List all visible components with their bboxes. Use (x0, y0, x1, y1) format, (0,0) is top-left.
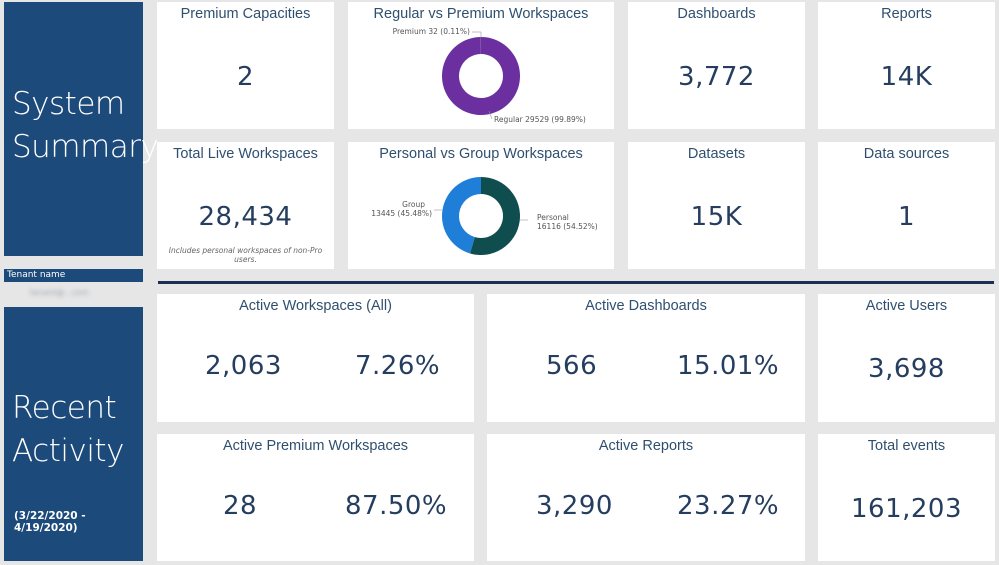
card-title: Premium Capacities (180, 6, 311, 22)
system-summary-title-line2: Summary (12, 129, 159, 165)
kpi-value: 15K (690, 202, 743, 232)
card-title: Personal vs Group Workspaces (379, 146, 583, 162)
kpi-value: 3,698 (868, 354, 945, 384)
recent-activity-title-line1: Recent (12, 390, 117, 426)
active-workspaces-card[interactable]: Active Workspaces (All) 2,063 7.26% (157, 294, 474, 422)
personal-vs-group-card[interactable]: Personal vs Group Workspaces Group 13445… (348, 142, 614, 269)
date-range: (3/22/2020 - 4/19/2020) (14, 510, 86, 534)
donut-slices (442, 37, 521, 115)
card-title: Dashboards (677, 6, 756, 22)
group-slice-label-line1: Group (402, 200, 425, 209)
donut-slice-personal[interactable] (470, 177, 520, 255)
active-premium-workspaces-card[interactable]: Active Premium Workspaces 28 87.50% (157, 434, 474, 561)
kpi-count: 566 (546, 351, 598, 381)
section-divider (158, 281, 994, 284)
tenant-name-value: tenant@...com (30, 288, 89, 297)
personal-slice-label-line2: 16116 (54.52%) (537, 222, 598, 231)
card-title: Data sources (863, 146, 950, 162)
card-title: Active Workspaces (All) (239, 298, 392, 314)
card-title: Total events (867, 438, 946, 454)
premium-slice-label: Premium 32 (0.11%) (393, 27, 470, 36)
reports-card[interactable]: Reports 14K (818, 2, 995, 129)
card-title: Total Live Workspaces (173, 146, 318, 162)
active-dashboards-card[interactable]: Active Dashboards 566 15.01% (487, 294, 805, 422)
kpi-count: 2,063 (205, 351, 282, 381)
donut-slice-group[interactable] (442, 177, 481, 254)
dashboards-card[interactable]: Dashboards 3,772 (628, 2, 805, 129)
total-live-workspaces-card[interactable]: Total Live Workspaces 28,434 Includes pe… (157, 142, 334, 269)
total-events-card[interactable]: Total events 161,203 (818, 434, 995, 561)
kpi-percent: 7.26% (355, 351, 441, 381)
donut-slice-regular[interactable] (442, 37, 521, 115)
tenant-name-label: Tenant name (4, 269, 143, 282)
regular-slice-label: Regular 29529 (99.89%) (494, 115, 586, 124)
kpi-count: 28 (223, 491, 258, 521)
kpi-value: 1 (897, 202, 916, 232)
regular-vs-premium-card[interactable]: Regular vs Premium Workspaces Premium 32… (348, 2, 614, 129)
recent-activity-title-line2: Activity (12, 433, 124, 469)
card-title: Active Dashboards (585, 298, 707, 314)
group-slice-label-line2: 13445 (45.48%) (371, 209, 432, 218)
card-title: Reports (881, 6, 932, 22)
personal-vs-group-donut: Group 13445 (45.48%) Personal 16116 (54.… (371, 177, 598, 255)
personal-slice-label-line1: Personal (537, 213, 569, 222)
kpi-count: 3,290 (536, 491, 613, 521)
kpi-value: 2 (236, 62, 255, 92)
system-summary-panel: System Summary (4, 2, 159, 256)
datasets-card[interactable]: Datasets 15K (628, 142, 805, 269)
recent-activity-panel: Recent Activity (3/22/2020 - 4/19/2020) (4, 307, 143, 561)
kpi-value: 3,772 (678, 62, 755, 92)
footnote: Includes personal workspaces of non-Pro … (168, 246, 323, 264)
premium-capacities-card[interactable]: Premium Capacities 2 (157, 2, 334, 129)
card-title: Regular vs Premium Workspaces (373, 6, 589, 22)
system-summary-title-line1: System (12, 86, 125, 122)
donut-slices (442, 177, 520, 255)
card-title: Active Users (865, 298, 948, 314)
kpi-percent: 15.01% (677, 351, 780, 381)
regular-vs-premium-donut: Premium 32 (0.11%) Regular 29529 (99.89%… (393, 27, 586, 124)
card-title: Active Premium Workspaces (222, 438, 409, 454)
active-reports-card[interactable]: Active Reports 3,290 23.27% (487, 434, 805, 561)
card-title: Active Reports (598, 438, 694, 454)
kpi-percent: 23.27% (677, 491, 780, 521)
card-title: Datasets (687, 146, 746, 162)
kpi-value: 14K (880, 62, 933, 92)
active-users-card[interactable]: Active Users 3,698 (818, 294, 995, 422)
kpi-value: 161,203 (850, 494, 963, 524)
kpi-value: 28,434 (198, 202, 293, 232)
kpi-percent: 87.50% (345, 491, 448, 521)
data-sources-card[interactable]: Data sources 1 (818, 142, 995, 269)
